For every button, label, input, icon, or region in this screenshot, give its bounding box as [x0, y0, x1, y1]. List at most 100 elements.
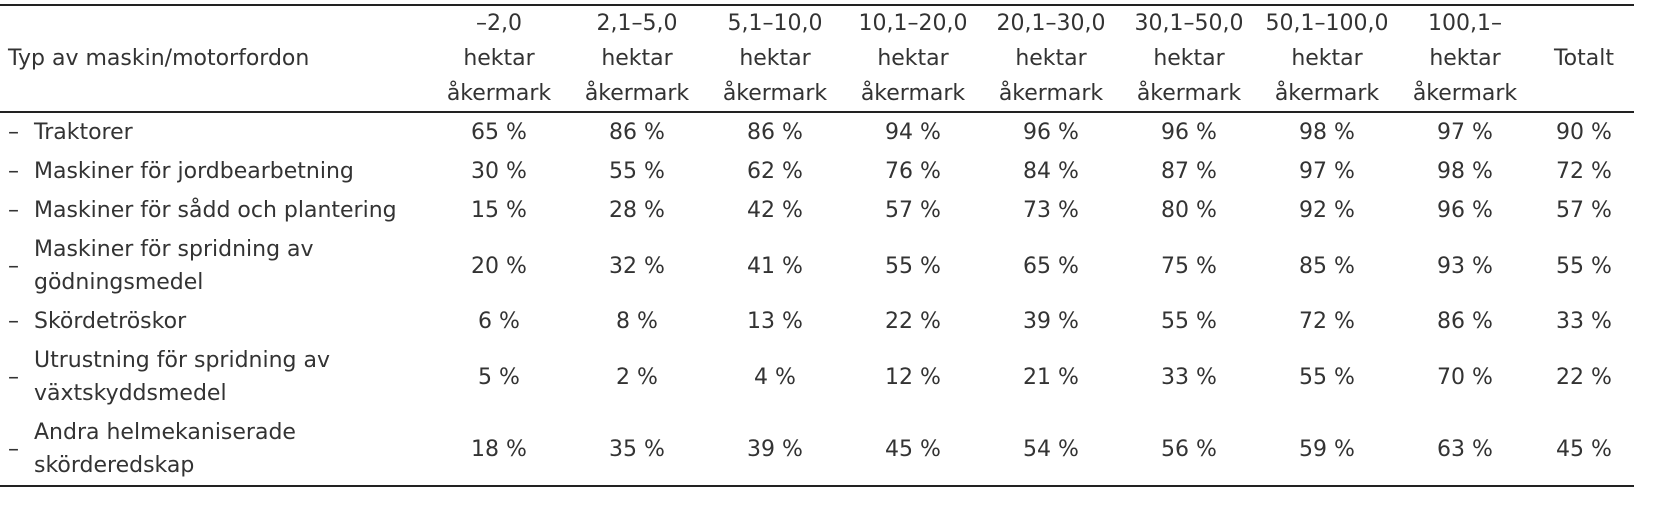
row-dash: –	[8, 120, 19, 145]
table-cell: 87 %	[1161, 159, 1217, 184]
row-label-cell: – Maskiner för sådd och plantering	[0, 191, 430, 230]
table-cell: 12 %	[885, 364, 941, 390]
table-cell: 85 %	[1299, 253, 1355, 279]
table-cell: 21 %	[1023, 364, 1079, 390]
table-header: Typ av maskin/motorfordon –2,0 hektar åker…	[0, 5, 1634, 112]
table-row: – Maskiner för jordbearbetning 30 % 55 % …	[0, 152, 1634, 191]
row-label: Utrustning för spridning av växtskyddsme…	[34, 348, 331, 406]
table-cell: 13 %	[747, 309, 803, 334]
table-cell: 54 %	[1023, 436, 1079, 462]
header-row: Typ av maskin/motorfordon –2,0 hektar åker…	[0, 5, 1634, 112]
table-cell: 55 %	[1161, 309, 1217, 334]
table-cell: 94 %	[885, 120, 941, 145]
table-cell: 35 %	[609, 436, 665, 462]
table-cell: 55 %	[609, 159, 665, 184]
table-body: – Traktorer 65 % 86 % 86 % 94 % 96 % 96 %…	[0, 112, 1634, 486]
machinery-table-container: Typ av maskin/motorfordon –2,0 hektar åker…	[0, 4, 1634, 487]
total-cell: 90 %	[1556, 120, 1612, 145]
table-row: – Traktorer 65 % 86 % 86 % 94 % 96 % 96 %…	[0, 112, 1634, 152]
table-cell: 86 %	[747, 120, 803, 145]
table-cell: 80 %	[1161, 198, 1217, 223]
table-cell: 39 %	[747, 436, 803, 462]
row-label-cell: – Traktorer	[0, 112, 430, 152]
table-cell: 45 %	[885, 436, 941, 462]
header-total: Totalt	[1553, 46, 1614, 71]
table-cell: 86 %	[1437, 309, 1493, 334]
table-cell: 75 %	[1161, 253, 1217, 279]
table-row: – Utrustning för spridning av växtskyddsm…	[0, 341, 1634, 413]
table-row: – Maskiner för spridning av gödningsmedel…	[0, 230, 1634, 302]
table-cell: 55 %	[1299, 364, 1355, 390]
table-cell: 65 %	[471, 120, 527, 145]
table-cell: 73 %	[1023, 198, 1079, 223]
table-cell: 18 %	[471, 436, 527, 462]
row-label: Skördetröskor	[34, 309, 187, 334]
header-col-8: 100,1– hektar åkermark	[1412, 11, 1518, 106]
table-cell: 63 %	[1437, 436, 1493, 462]
total-cell: 33 %	[1556, 309, 1612, 334]
table-row: – Andra helmekaniserade skörderedskap 18 …	[0, 413, 1634, 486]
row-dash: –	[8, 159, 19, 184]
total-cell: 45 %	[1556, 436, 1612, 462]
row-dash: –	[8, 253, 19, 279]
row-dash: –	[8, 198, 19, 223]
row-label-cell: – Maskiner för spridning av gödningsmedel	[0, 230, 430, 302]
row-label: Traktorer	[34, 120, 133, 145]
table-cell: 84 %	[1023, 159, 1079, 184]
table-cell: 57 %	[885, 198, 941, 223]
row-label: Andra helmekaniserade skörderedskap	[34, 420, 296, 478]
row-dash: –	[8, 364, 19, 390]
table-cell: 6 %	[478, 309, 520, 334]
total-cell: 22 %	[1556, 364, 1612, 390]
table-cell: 41 %	[747, 253, 803, 279]
table-cell: 39 %	[1023, 309, 1079, 334]
table-cell: 32 %	[609, 253, 665, 279]
table-cell: 72 %	[1299, 309, 1355, 334]
table-cell: 4 %	[754, 364, 796, 390]
table-cell: 55 %	[885, 253, 941, 279]
table-cell: 93 %	[1437, 253, 1493, 279]
header-col-6: 30,1–50,0 hektar åkermark	[1134, 11, 1244, 106]
table-cell: 2 %	[616, 364, 658, 390]
table-cell: 86 %	[609, 120, 665, 145]
total-cell: 55 %	[1556, 253, 1612, 279]
table-cell: 30 %	[471, 159, 527, 184]
table-cell: 62 %	[747, 159, 803, 184]
table-cell: 56 %	[1161, 436, 1217, 462]
header-col-2: 2,1–5,0 hektar åkermark	[584, 11, 690, 106]
table-cell: 70 %	[1437, 364, 1493, 390]
header-type: Typ av maskin/motorfordon	[8, 46, 310, 71]
table-cell: 98 %	[1437, 159, 1493, 184]
machinery-table: Typ av maskin/motorfordon –2,0 hektar åker…	[0, 4, 1634, 487]
table-row: – Maskiner för sådd och plantering 15 % 2…	[0, 191, 1634, 230]
table-cell: 96 %	[1437, 198, 1493, 223]
table-cell: 65 %	[1023, 253, 1079, 279]
total-cell: 72 %	[1556, 159, 1612, 184]
table-cell: 96 %	[1023, 120, 1079, 145]
table-cell: 42 %	[747, 198, 803, 223]
table-cell: 33 %	[1161, 364, 1217, 390]
header-col-3: 5,1–10,0 hektar åkermark	[722, 11, 828, 106]
header-col-7: 50,1–100,0 hektar åkermark	[1265, 11, 1389, 106]
row-dash: –	[8, 436, 19, 462]
row-dash: –	[8, 309, 19, 334]
row-label-cell: – Utrustning för spridning av växtskyddsm…	[0, 341, 430, 413]
table-cell: 8 %	[616, 309, 658, 334]
row-label: Maskiner för sådd och plantering	[34, 198, 397, 223]
table-cell: 5 %	[478, 364, 520, 390]
table-cell: 92 %	[1299, 198, 1355, 223]
table-cell: 28 %	[609, 198, 665, 223]
row-label-cell: – Andra helmekaniserade skörderedskap	[0, 413, 430, 486]
table-cell: 20 %	[471, 253, 527, 279]
table-cell: 22 %	[885, 309, 941, 334]
header-col-1: –2,0 hektar åkermark	[446, 11, 552, 106]
header-col-4: 10,1–20,0 hektar åkermark	[858, 11, 968, 106]
table-cell: 96 %	[1161, 120, 1217, 145]
row-label: Maskiner för spridning av gödningsmedel	[34, 237, 314, 295]
table-row: – Skördetröskor 6 % 8 % 13 % 22 % 39 % 55…	[0, 302, 1634, 341]
table-cell: 97 %	[1437, 120, 1493, 145]
table-cell: 76 %	[885, 159, 941, 184]
row-label: Maskiner för jordbearbetning	[34, 159, 354, 184]
table-cell: 59 %	[1299, 436, 1355, 462]
table-cell: 97 %	[1299, 159, 1355, 184]
